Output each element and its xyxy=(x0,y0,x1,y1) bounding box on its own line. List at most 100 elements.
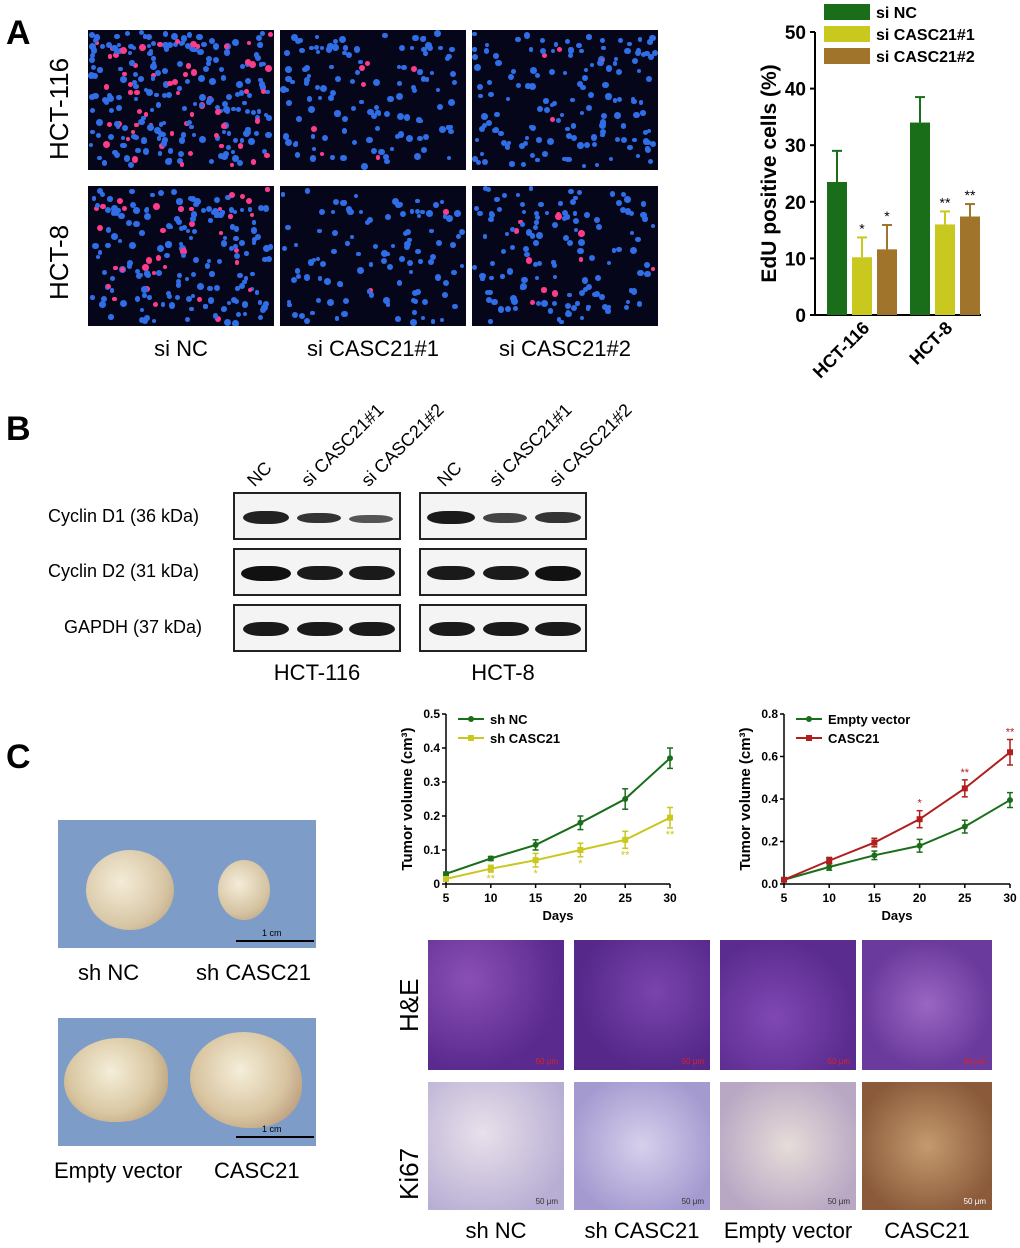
bar-ytick-label: 40 xyxy=(785,80,806,101)
line-xtick-label: 10 xyxy=(484,891,498,905)
line-sig: ** xyxy=(1006,727,1015,739)
line-legend-label: CASC21 xyxy=(828,731,879,746)
line-series xyxy=(445,757,671,875)
histo-scale-7: 50 μm xyxy=(827,1197,850,1206)
line-point xyxy=(916,842,923,849)
line-ylabel: Tumor volume (cm³) xyxy=(737,727,754,870)
line-xtick-label: 15 xyxy=(529,891,543,905)
line-legend-marker xyxy=(468,735,474,741)
micrograph-hct8-sicasc21-2 xyxy=(472,186,658,326)
line-point xyxy=(443,875,449,882)
tumor-photo-sh: 1 cm xyxy=(58,820,316,948)
line-xlabel: Days xyxy=(881,908,912,923)
line-ytick-label: 0.3 xyxy=(423,775,440,789)
line-legend-label: Empty vector xyxy=(828,712,910,727)
photo-caption-sh-nc: sh NC xyxy=(78,960,140,985)
line-xtick-label: 25 xyxy=(958,891,972,905)
histo-scale-6: 50 μm xyxy=(681,1197,704,1206)
bar xyxy=(877,249,897,315)
line-sig: ** xyxy=(961,767,970,779)
blot-hct116-gapdh xyxy=(233,604,401,652)
histo-col-casc21: CASC21 xyxy=(884,1218,970,1243)
panel-a-label: A xyxy=(6,14,31,52)
bar xyxy=(910,122,930,315)
line-point xyxy=(826,857,833,864)
bar-xtick-label: HCT-8 xyxy=(905,318,956,369)
panel-c-label: C xyxy=(6,738,31,776)
bar-legend-label: si NC xyxy=(876,5,917,22)
histo-he-sh-casc21: 50 μm xyxy=(574,940,710,1070)
tumor-volume-chart-sh: 0 0.1 0.2 0.3 0.4 0.5 5 10 15 20 25 30 Days Tumor vol… xyxy=(399,707,677,923)
tumor-photo-overexpression: 1 cm xyxy=(58,1018,316,1146)
line-point xyxy=(622,796,629,802)
bar-ytick-label: 50 xyxy=(785,23,806,44)
histo-row-he: H&E xyxy=(394,978,424,1032)
blot-hct8-cyclin-d2 xyxy=(419,548,587,596)
line-point xyxy=(577,819,584,826)
line-point xyxy=(487,855,494,862)
line-ytick-label: 0.0 xyxy=(761,877,778,891)
row-label-hct116: HCT-116 xyxy=(44,57,74,160)
bar xyxy=(852,257,872,315)
histo-he-casc21: 50 μm xyxy=(862,940,992,1070)
bar-ytick-label: 0 xyxy=(795,306,806,327)
bar-sig: * xyxy=(859,220,865,236)
bar-legend-swatch xyxy=(824,4,870,20)
histo-scale-8: 50 μm xyxy=(963,1197,986,1206)
histo-he-empty-vector: 50 μm xyxy=(720,940,856,1070)
line-series xyxy=(783,799,1011,881)
line-ytick-label: 0.5 xyxy=(423,707,440,721)
photo-caption-empty-vector: Empty vector xyxy=(54,1158,183,1183)
line-ytick-label: 0.4 xyxy=(761,792,778,806)
line-legend-marker xyxy=(806,716,812,722)
blot-row-cyclin-d1: Cyclin D1 (36 kDa) xyxy=(48,506,200,526)
bar-ylabel: EdU positive cells (%) xyxy=(758,64,781,282)
histo-col-sh-casc21: sh CASC21 xyxy=(584,1218,700,1243)
line-point xyxy=(622,836,629,843)
blot-hct116-cyclin-d1 xyxy=(233,492,401,540)
line-point xyxy=(1007,797,1013,804)
line-point xyxy=(961,785,968,792)
bar xyxy=(827,181,847,315)
scale-label-1cm: 1 cm xyxy=(262,928,282,938)
line-sig: * xyxy=(917,798,922,810)
line-point xyxy=(871,839,878,846)
line-ytick-label: 0.2 xyxy=(761,835,778,849)
histo-row-ki67: Ki67 xyxy=(394,1147,424,1200)
lane-label-1: NC xyxy=(243,457,276,491)
tumor-volume-chart-oe: 0.0 0.2 0.4 0.6 0.8 5 10 15 20 25 30 Days Tumor volu… xyxy=(737,707,1017,923)
line-point xyxy=(487,865,494,872)
col-label-sicasc21-1: si CASC21#1 xyxy=(306,336,440,361)
line-legend-marker xyxy=(468,716,474,722)
line-point xyxy=(826,864,833,870)
line-point xyxy=(667,814,673,821)
line-xtick-label: 15 xyxy=(868,891,882,905)
bar-legend-label: si CASC21#2 xyxy=(876,49,975,66)
micrograph-hct116-sicasc21-1 xyxy=(280,30,466,170)
line-legend-marker xyxy=(806,735,812,741)
scale-label-1cm-2: 1 cm xyxy=(262,1124,282,1134)
histo-scale-2: 50 μm xyxy=(681,1057,704,1066)
histo-ki67-empty-vector: 50 μm xyxy=(720,1082,856,1210)
bar-legend-swatch xyxy=(824,48,870,64)
line-xtick-label: 5 xyxy=(443,891,450,905)
blot-row-cyclin-d2: Cyclin D2 (31 kDa) xyxy=(48,561,200,581)
blot-group-hct8: HCT-8 xyxy=(471,660,535,685)
histo-scale-3: 50 μm xyxy=(827,1057,850,1066)
line-series xyxy=(445,816,671,880)
histo-col-empty-vector: Empty vector xyxy=(723,1218,853,1243)
bar-ytick-label: 10 xyxy=(785,249,806,270)
histo-he-sh-nc: 50 μm xyxy=(428,940,564,1070)
photo-caption-sh-casc21: sh CASC21 xyxy=(196,960,311,985)
histo-scale-5: 50 μm xyxy=(535,1197,558,1206)
line-xtick-label: 5 xyxy=(781,891,788,905)
line-point xyxy=(532,857,539,864)
bar-sig: * xyxy=(884,208,890,224)
histo-ki67-sh-nc: 50 μm xyxy=(428,1082,564,1210)
line-sig: ** xyxy=(621,849,630,861)
line-series xyxy=(783,751,1011,881)
bar-sig: ** xyxy=(965,187,976,203)
blot-hct8-cyclin-d1 xyxy=(419,492,587,540)
lane-label-4: NC xyxy=(433,457,466,491)
